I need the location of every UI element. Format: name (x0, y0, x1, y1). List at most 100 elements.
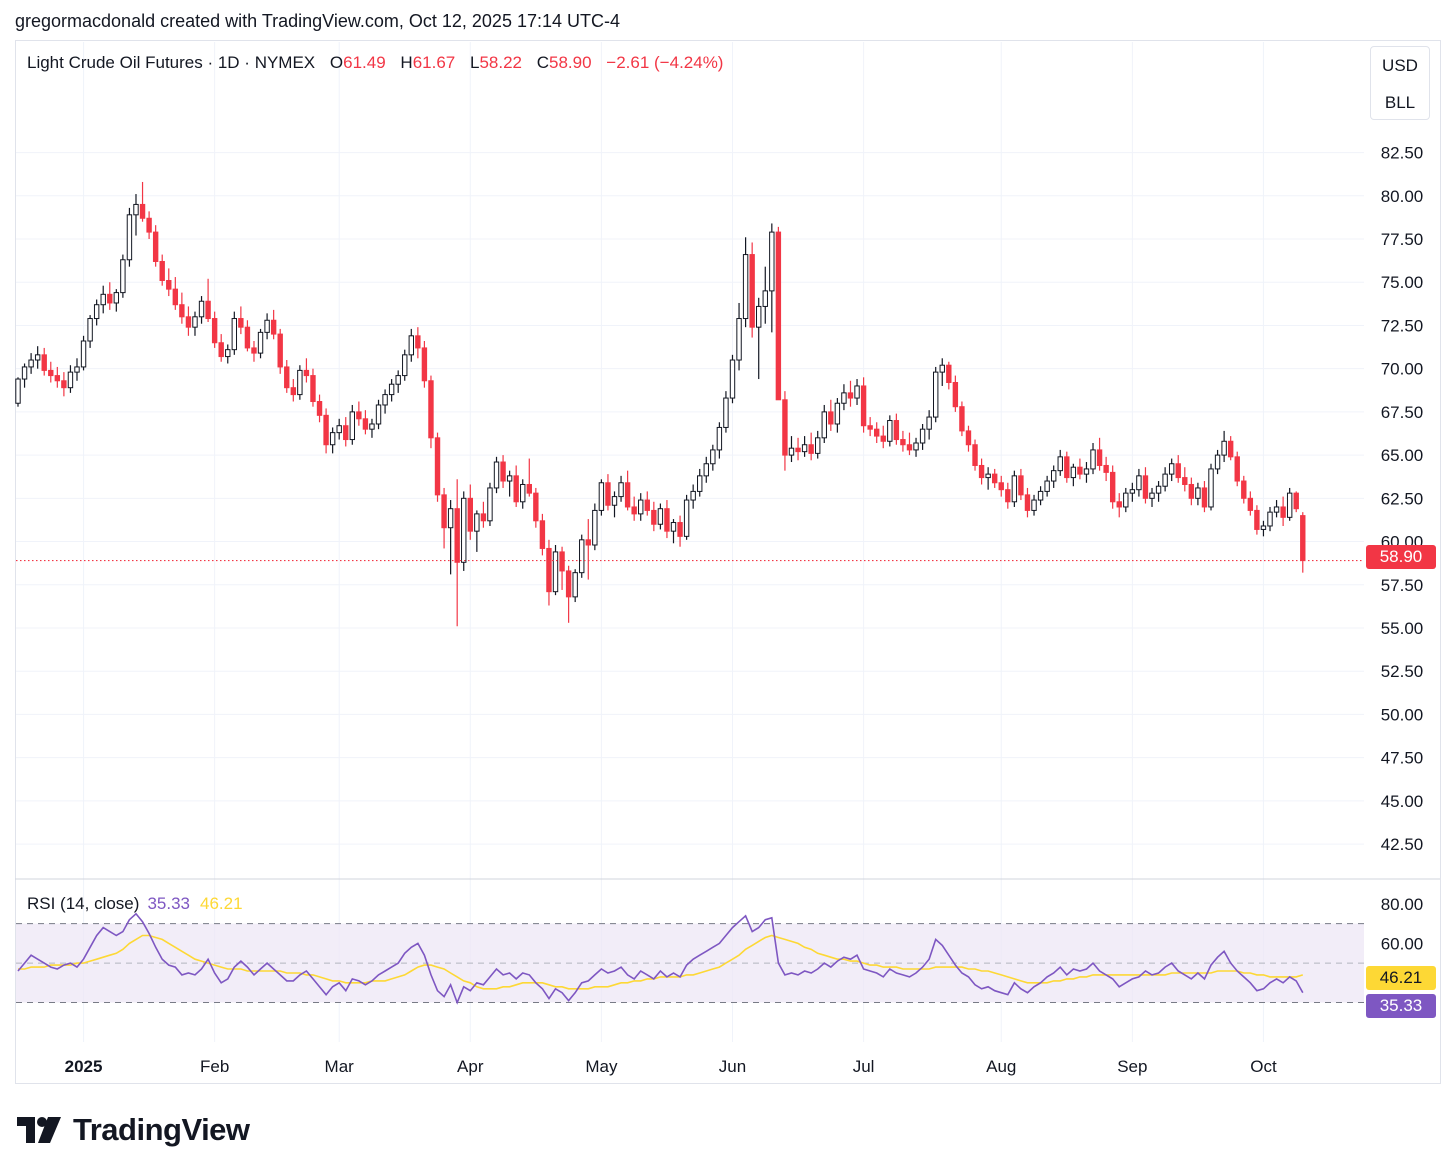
candle-body (179, 304, 185, 318)
candle-body (93, 304, 100, 320)
candle-body (1116, 501, 1122, 508)
candle-body (244, 326, 251, 349)
candle-body (670, 522, 677, 532)
candle-body (998, 482, 1004, 491)
candle-body (841, 392, 847, 404)
candle-body (1214, 454, 1221, 470)
candle-body (1096, 449, 1103, 466)
open-label: O (329, 53, 344, 72)
rsi-badge: 35.33 (1366, 994, 1436, 1018)
candle-body (107, 293, 113, 304)
candle-body (991, 473, 998, 484)
candle-body (192, 316, 198, 328)
candle-body (231, 318, 238, 351)
candle-body (592, 509, 598, 546)
close-value: 58.90 (549, 53, 592, 72)
candle-body (15, 378, 21, 404)
candle-body (965, 430, 972, 446)
candle-body (539, 520, 546, 549)
candle-body (900, 439, 906, 446)
candle-body (1280, 506, 1286, 518)
candle-body (1005, 489, 1011, 503)
candle-body (1011, 475, 1018, 503)
candle-body (454, 508, 460, 563)
rsi-legend: RSI (14, close) 35.33 46.21 (27, 894, 243, 914)
time-tick-label: Feb (200, 1057, 229, 1076)
candle-body (1070, 466, 1077, 479)
tradingview-logo-icon (17, 1117, 61, 1143)
candle-body (1293, 492, 1299, 510)
candle-body (1149, 492, 1155, 499)
candle-body (598, 482, 605, 511)
price-tick-label: 57.50 (1381, 576, 1424, 595)
candle-body (461, 497, 467, 563)
candle-body (1195, 487, 1201, 499)
candle-body (303, 369, 310, 377)
open-value: 61.49 (343, 53, 386, 72)
candle-body (585, 539, 591, 546)
candle-body (34, 354, 41, 361)
candle-body (520, 483, 526, 503)
candle-body (638, 499, 644, 515)
candle-body (847, 392, 854, 399)
candle-body (474, 513, 480, 532)
tradingview-logo[interactable]: TradingView (17, 1112, 250, 1148)
candle-body (447, 508, 454, 529)
candle-body (80, 340, 87, 368)
candle-body (41, 354, 47, 371)
price-tick-label: 80.00 (1381, 187, 1424, 206)
unit-label[interactable]: BLL (1384, 93, 1416, 112)
high-value: 61.67 (412, 53, 456, 72)
candle-body (1188, 483, 1195, 499)
rsi-ma-line (18, 934, 1304, 990)
price-tick-label: 67.50 (1381, 403, 1424, 422)
low-value: 58.22 (479, 53, 522, 72)
candle-body (644, 499, 650, 511)
candle-body (480, 513, 487, 522)
credit-line: gregormacdonald created with TradingView… (15, 11, 620, 31)
candle-body (1175, 463, 1181, 479)
high-label: H (400, 53, 413, 72)
candle-body (579, 539, 585, 574)
candle-body (533, 492, 539, 522)
currency-label[interactable]: USD (1382, 56, 1418, 75)
candle-body (683, 499, 690, 537)
candle-body (1050, 470, 1057, 482)
candle-body (926, 416, 932, 430)
candle-body (28, 359, 34, 368)
candle-body (375, 404, 382, 425)
candle-body (821, 411, 827, 439)
candle-body (1044, 480, 1050, 492)
candle-body (172, 288, 179, 306)
candle-body (1024, 494, 1031, 511)
candle-body (87, 318, 93, 342)
candle-body (100, 293, 106, 306)
rsi-legend-value: 35.33 (147, 894, 190, 913)
brand-name: TradingView (73, 1112, 250, 1147)
currency-unit-selector[interactable]: USD BLL (1370, 46, 1430, 120)
time-tick-label: Apr (457, 1057, 484, 1076)
candle-body (225, 349, 231, 358)
price-tick-label: 72.50 (1381, 316, 1424, 335)
candle-body (887, 420, 893, 442)
candle-body (1254, 509, 1260, 530)
candle-body (742, 254, 749, 320)
candle-body (651, 509, 657, 525)
candle-body (362, 418, 369, 430)
candle-body (1123, 492, 1129, 508)
candle-body (139, 203, 146, 219)
candle-body (21, 366, 28, 380)
rsi-tick-label: 60.00 (1381, 934, 1424, 953)
candle-body (1247, 497, 1254, 511)
candle-body (1057, 456, 1063, 472)
candle-body (61, 380, 67, 389)
candle-body (939, 364, 945, 373)
price-tick-label: 45.00 (1381, 792, 1424, 811)
candle-body (428, 380, 434, 439)
candle-body (356, 411, 362, 420)
candle-body (152, 231, 159, 262)
candle-body (1136, 475, 1142, 491)
candle-body (762, 290, 768, 307)
candle-body (1201, 487, 1208, 508)
